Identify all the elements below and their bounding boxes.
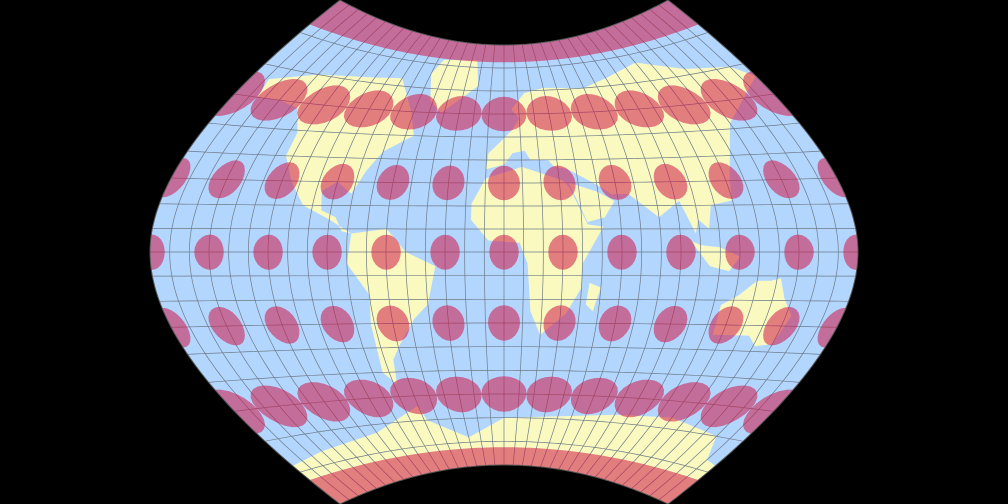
tissot-indicatrix	[666, 234, 696, 270]
tissot-indicatrix	[653, 305, 688, 343]
tissot-indicatrix	[264, 306, 300, 344]
tissot-indicatrix	[543, 305, 576, 341]
parallel-line	[264, 63, 744, 92]
land-arabia	[568, 182, 615, 222]
tissot-indicatrix	[371, 234, 401, 270]
tissot-indicatrix	[653, 163, 688, 200]
tissot-indicatrix	[264, 162, 300, 199]
north-pole-indicatrix	[309, 0, 699, 63]
tissot-indicatrix	[763, 160, 800, 199]
tissot-indicatrix	[297, 382, 351, 422]
tissot-indicatrix	[725, 234, 755, 270]
tissot-indicatrix	[436, 96, 482, 131]
parallel-line	[208, 369, 800, 383]
tissot-indicatrix	[657, 382, 711, 422]
tissot-indicatrix	[208, 306, 245, 346]
tissot-indicatrix	[390, 377, 438, 415]
tissot-indicatrix	[436, 376, 482, 413]
tissot-indicatrix	[607, 234, 637, 270]
tissot-indicatrix	[208, 160, 245, 199]
parallel-line	[208, 122, 800, 138]
tissot-indicatrix	[708, 306, 744, 344]
south-pole-indicatrix	[309, 447, 699, 504]
tissot-indicatrix	[614, 90, 665, 128]
tissot-indicatrix	[194, 234, 224, 270]
tissot-indicatrix	[376, 164, 410, 200]
parallel-line	[187, 346, 821, 355]
land-indonesia	[690, 240, 740, 272]
tissot-indicatrix	[430, 234, 460, 270]
tissot-indicatrix	[376, 305, 410, 342]
tissot-indicatrix	[390, 93, 438, 130]
tissot-indicatrix	[343, 379, 394, 418]
tissot-indicatrix	[598, 164, 632, 200]
tissot-indicatrix	[250, 79, 308, 121]
parallel-line	[299, 32, 709, 69]
land-madagascar	[585, 282, 601, 312]
tissot-indicatrix	[526, 96, 572, 131]
parallel-line	[159, 298, 849, 302]
tissot-indicatrix	[488, 305, 520, 341]
tissot-indicatrix	[843, 234, 858, 270]
tissot-indicatrix	[343, 90, 394, 128]
tissot-indicatrix	[312, 234, 342, 270]
tissot-indicatrix	[763, 306, 800, 346]
tissot-indicatrix	[700, 385, 758, 428]
parallel-line	[300, 440, 708, 473]
tissot-indicatrix	[570, 93, 618, 130]
tissot-indicatrix	[708, 162, 744, 199]
parallel-line	[187, 150, 821, 161]
tissot-indicatrix	[297, 85, 351, 125]
tissot-indicatrix	[481, 376, 527, 412]
tissot-indicatrices	[150, 0, 858, 504]
tissot-indicatrix	[598, 305, 632, 342]
tissot-indicatrix	[481, 96, 527, 132]
tissot-indicatrix	[543, 165, 576, 201]
tissot-indicatrix	[253, 234, 283, 270]
parallel-line	[264, 417, 744, 442]
tissot-indicatrix	[489, 234, 519, 270]
tissot-indicatrix	[432, 165, 465, 201]
tissot-indicatrix	[548, 234, 578, 270]
tissot-indicatrix	[614, 379, 665, 418]
land-greenland	[430, 59, 479, 113]
tissot-indicatrix	[488, 165, 520, 201]
tissot-indicatrix	[570, 377, 618, 415]
tissot-indicatrix	[784, 234, 814, 270]
tissot-indicatrix	[250, 385, 308, 428]
tissot-indicatrix	[700, 79, 758, 121]
parallel-line	[159, 203, 849, 207]
tissot-indicatrix	[526, 376, 572, 413]
map-outline	[149, 0, 859, 504]
tissot-indicatrix	[432, 305, 465, 341]
tissot-indicatrix	[657, 85, 711, 125]
parallel-line	[152, 228, 856, 230]
tissot-indicatrix	[320, 163, 355, 200]
tissot-indicatrix	[320, 305, 355, 343]
